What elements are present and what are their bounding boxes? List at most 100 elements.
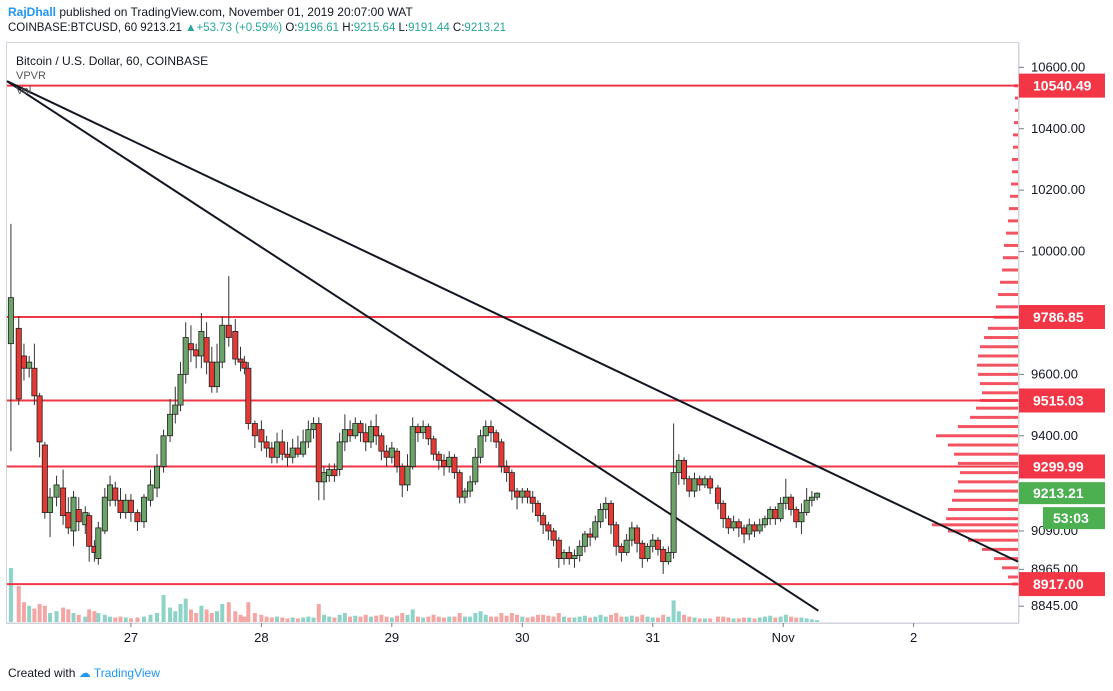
candle-body (639, 542, 646, 559)
candle-body (182, 337, 189, 375)
candle (7, 223, 14, 452)
candle (540, 512, 547, 535)
volume-bar (442, 617, 447, 622)
candle-body (675, 459, 682, 474)
volume-profile-bar (936, 434, 1018, 438)
candle-body (388, 447, 395, 458)
candle-body (378, 435, 385, 452)
x-tick-label: 28 (254, 630, 268, 645)
volume-profile-bar (932, 523, 1018, 527)
candle (409, 417, 416, 470)
candle-body (772, 509, 779, 520)
volume-profile-bar (948, 443, 1018, 447)
candle-body (623, 539, 630, 553)
candle-body (326, 469, 333, 477)
volume-bar (275, 616, 280, 622)
legend-vpvr[interactable]: VPVR (16, 70, 46, 82)
y-axis[interactable]: 10600.00 10400.00 10200.00 10000.00 9600.00 9… (1018, 43, 1085, 623)
volume-bar (8, 568, 13, 622)
candle-body (193, 349, 200, 357)
volume-bar (204, 609, 209, 622)
candle-body (665, 552, 672, 563)
volume-bars (8, 568, 820, 622)
candle (550, 527, 557, 547)
candle (300, 429, 307, 458)
volume-bar (321, 614, 326, 622)
candle-body (782, 496, 789, 504)
volume-bar (650, 617, 655, 622)
candle-body (284, 453, 291, 458)
candle (772, 506, 779, 525)
volume-profile-bar (984, 336, 1018, 340)
candle (456, 469, 463, 504)
candle-body (198, 330, 205, 357)
ohlc-c-label: C: (452, 22, 465, 34)
candle-body (487, 426, 494, 434)
candle-body (566, 552, 573, 559)
candle (336, 432, 343, 476)
x-tick-label: 31 (646, 630, 660, 645)
author-name[interactable]: RajDhall (8, 5, 57, 19)
volume-bar (624, 616, 629, 622)
x-axis[interactable]: 27 28 29 30 31 Nov 2 (7, 622, 1018, 645)
candle-body (493, 432, 500, 443)
chart-legend: Bitcoin / U.S. Dollar, 60, COINBASE VPVR… (16, 54, 208, 99)
level-label-text: 9515.03 (1033, 392, 1084, 408)
volume-profile-bar (980, 345, 1018, 349)
candle (193, 343, 200, 369)
candle-body (446, 456, 453, 467)
candle (420, 420, 427, 439)
level-price-label: 8917.00 (1019, 572, 1105, 597)
candle-body (341, 429, 348, 443)
volume-bar (462, 616, 467, 622)
volume-bar (702, 618, 707, 622)
candle-body (258, 429, 265, 443)
candle (425, 423, 432, 445)
candle (373, 414, 380, 445)
y-tick-label: 10400.00 (1031, 121, 1085, 136)
candle-body (741, 527, 748, 535)
candle-body (352, 423, 359, 437)
footer-brand[interactable]: TradingView (93, 666, 160, 680)
candle-body (251, 423, 258, 437)
candle (534, 500, 541, 522)
legend-title[interactable]: Bitcoin / U.S. Dollar, 60, COINBASE (16, 54, 209, 68)
candle-body (310, 423, 317, 431)
candle-body (461, 490, 468, 498)
candle (519, 487, 526, 504)
candle-body (86, 515, 93, 547)
level-price-label: 9299.99 (1019, 454, 1105, 479)
volume-bar (629, 615, 634, 622)
candle (691, 472, 698, 498)
candle (644, 543, 651, 562)
candle-body (274, 441, 281, 458)
volume-bar (316, 604, 321, 622)
volume-bar (815, 620, 820, 622)
level-label-bg (1019, 454, 1105, 479)
last-price-bg (1019, 482, 1105, 505)
candle (232, 319, 239, 366)
volume-bar (96, 613, 101, 622)
candle (198, 312, 205, 369)
candle (618, 543, 625, 562)
volume-bar (295, 618, 300, 622)
volume-bar (42, 605, 47, 622)
candle (208, 346, 215, 393)
volume-bar (567, 617, 572, 622)
volume-profile-bar (948, 529, 1018, 533)
tradingview-logo-icon[interactable]: ☁ (78, 666, 91, 680)
legend-vol[interactable]: Vol (16, 85, 32, 97)
volume-bar (400, 613, 405, 622)
candle-body (65, 512, 72, 529)
price-labels: 10540.49 9786.85 9515.03 9299.99 8917.00 9213… (1019, 73, 1105, 597)
candle (649, 534, 656, 553)
candle (665, 546, 672, 565)
volume-bar (183, 598, 188, 622)
candle (735, 518, 742, 538)
volume-profile-bar (958, 461, 1018, 465)
volume-bar (32, 608, 37, 622)
volume-bar (327, 616, 332, 622)
candle-body (746, 524, 753, 535)
volume-bar (614, 613, 619, 622)
